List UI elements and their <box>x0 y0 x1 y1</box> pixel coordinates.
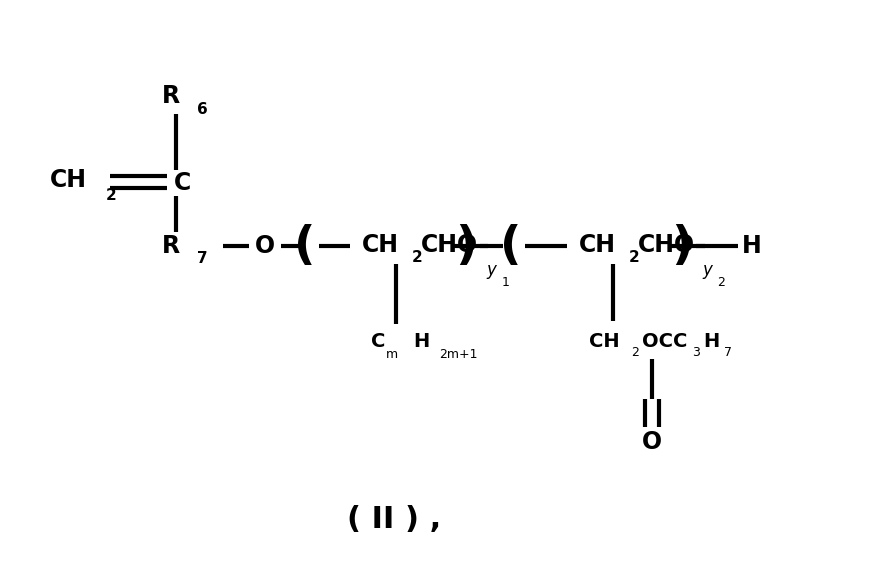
Text: C: C <box>371 332 385 351</box>
Text: (: ( <box>500 223 521 269</box>
Text: 1: 1 <box>501 276 509 288</box>
Text: 2: 2 <box>718 276 725 288</box>
Text: CH: CH <box>50 168 87 192</box>
Text: H: H <box>742 234 762 258</box>
Text: 2: 2 <box>631 346 639 360</box>
Text: R: R <box>162 85 180 108</box>
Text: ): ) <box>671 223 693 269</box>
Text: CH: CH <box>589 332 620 351</box>
Text: 6: 6 <box>197 102 208 116</box>
Text: 3: 3 <box>693 346 701 360</box>
Text: 7: 7 <box>724 346 731 360</box>
Text: m: m <box>385 347 398 361</box>
Text: CH: CH <box>362 233 399 256</box>
Text: CH: CH <box>579 233 616 256</box>
Text: C: C <box>174 171 192 195</box>
Text: R: R <box>162 234 180 258</box>
Text: 2m+1: 2m+1 <box>439 347 478 361</box>
Text: y: y <box>702 262 712 280</box>
Text: CHO: CHO <box>638 233 695 256</box>
Text: 2: 2 <box>106 188 116 203</box>
Text: ): ) <box>455 223 477 269</box>
Text: CHO: CHO <box>421 233 478 256</box>
Text: H: H <box>703 332 719 351</box>
Text: 2: 2 <box>411 250 422 265</box>
Text: 7: 7 <box>197 251 208 266</box>
Text: (: ( <box>294 223 316 269</box>
Text: OCC: OCC <box>642 332 688 351</box>
Text: y: y <box>486 262 495 280</box>
Text: H: H <box>413 332 429 351</box>
Text: O: O <box>254 234 275 258</box>
Text: 2: 2 <box>628 250 639 265</box>
Text: ( II ) ,: ( II ) , <box>348 505 442 534</box>
Text: O: O <box>642 430 662 454</box>
